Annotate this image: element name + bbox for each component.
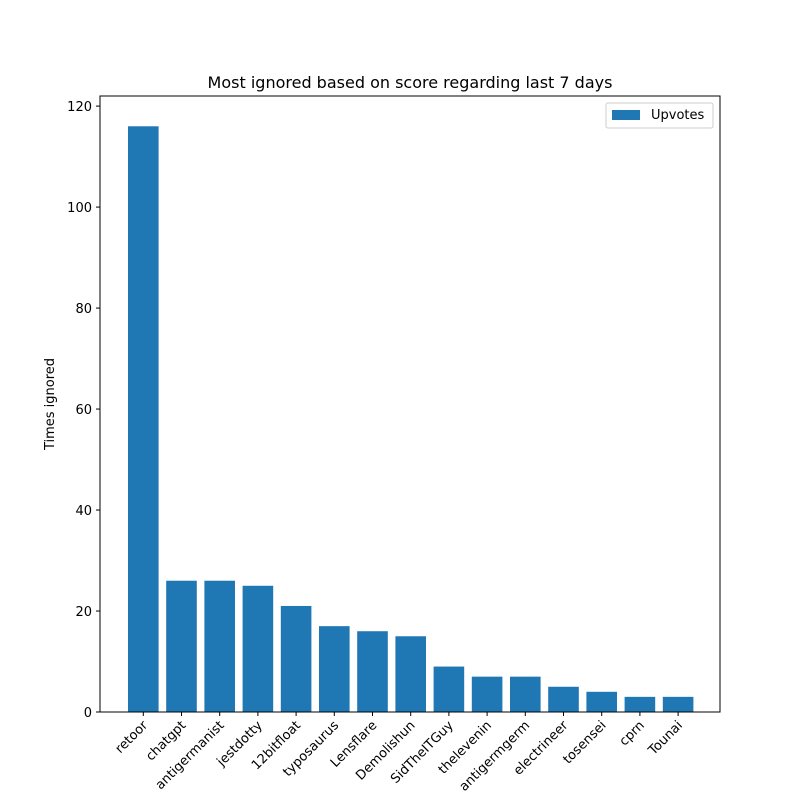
y-tick-label: 60 [75, 403, 92, 418]
y-tick-label: 120 [67, 100, 92, 115]
bar-electrineer [548, 686, 579, 712]
bar-chatgpt [166, 580, 197, 712]
bar-typosaurus [319, 626, 350, 712]
x-axis: retoorchatgptantigermanistjestdotty12bit… [113, 712, 686, 795]
x-tick-label: antigermanist [153, 718, 228, 793]
y-tick-label: 80 [75, 302, 92, 317]
y-axis: 0 20 40 60 80 100 120 [67, 100, 100, 721]
y-tick-label: 20 [75, 605, 92, 620]
legend-frame [605, 102, 714, 129]
y-axis-label: Times ignored [43, 358, 58, 451]
bar-12bitfloat [280, 605, 312, 712]
bar-Tounai [662, 696, 694, 712]
legend-swatch [612, 110, 640, 120]
chart-title: Most ignored based on score regarding la… [208, 73, 613, 92]
bar-jestdotty [242, 585, 274, 712]
legend: Upvotes [605, 102, 714, 129]
bars-group [128, 126, 694, 712]
bar-cprn [624, 696, 656, 712]
bar-retoor [128, 126, 159, 712]
legend-label: Upvotes [651, 108, 705, 123]
bar-thelevenin [471, 676, 503, 712]
bar-SidTheITGuy [433, 666, 465, 712]
x-tick-label: cprn [617, 718, 648, 749]
bar-antigermgerm [510, 676, 541, 712]
bar-Lensflare [357, 631, 388, 712]
y-tick-label: 0 [84, 706, 92, 721]
bar-antigermanist [204, 580, 235, 712]
bar-tosensei [586, 691, 617, 712]
x-tick-label: Tounai [645, 718, 686, 759]
y-tick-label: 40 [75, 504, 92, 519]
y-tick-label: 100 [67, 201, 92, 216]
bar-Demolishun [395, 636, 426, 712]
plot-frame [99, 95, 721, 713]
